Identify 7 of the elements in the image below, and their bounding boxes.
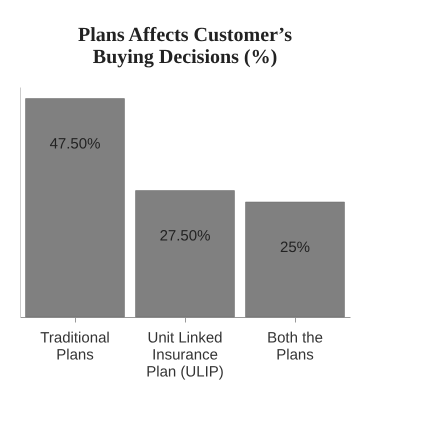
data-label: 47.50%	[50, 136, 100, 152]
x-tick-label: Unit Linked Insurance Plan (ULIP)	[146, 330, 224, 380]
x-tick-label: Traditional Plans	[40, 330, 110, 364]
data-label: 25%	[280, 239, 310, 256]
chart-title: Plans Affects Customer’s Buying Decisions (%)	[78, 24, 292, 68]
data-label: 27.50%	[160, 228, 210, 244]
x-tick-label: Both the Plans	[267, 330, 323, 364]
